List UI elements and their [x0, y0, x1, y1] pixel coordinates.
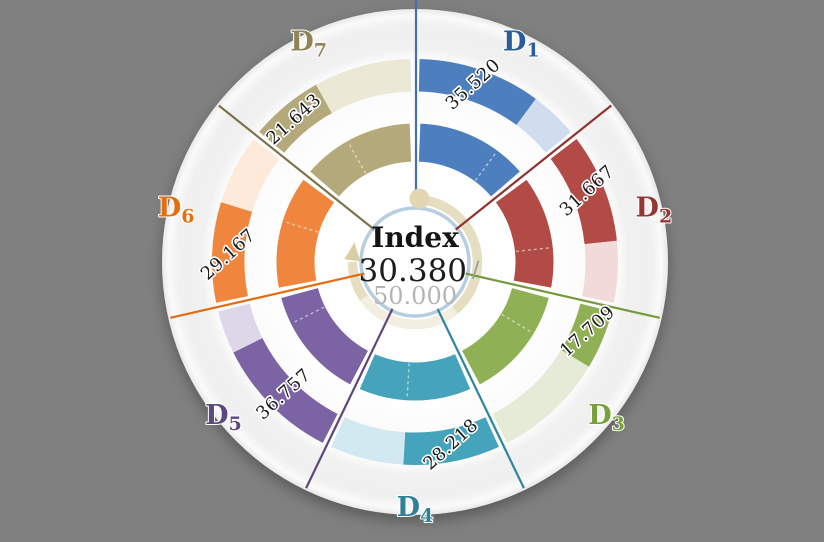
center-value-number: 30.380: [359, 253, 467, 289]
spoke-D2-line: [454, 104, 612, 231]
sector-D6-value-arc[interactable]: [212, 202, 253, 303]
dimension-label-D1: D1: [503, 26, 540, 61]
sector-D6-remainder-arc[interactable]: [221, 139, 280, 212]
dimension-label-D4: D4: [397, 492, 434, 527]
dimension-label-D2: D2: [636, 192, 673, 227]
sector-D5-value-arc[interactable]: [233, 338, 338, 443]
dimension-label-D6: D6: [158, 192, 195, 227]
gauge-arrow-head: [344, 242, 361, 262]
sector-D5-inner-arc[interactable]: [281, 288, 368, 385]
gauge-pointer-layer: [344, 188, 430, 262]
dimension-label-D3: D3: [588, 400, 625, 435]
sector-D3-inner-arc[interactable]: [462, 288, 549, 385]
spoke-D3-line: [465, 272, 660, 319]
sector-D4-value-arc[interactable]: [403, 417, 499, 465]
spoke-D5-line: [305, 308, 394, 489]
sector-D2-value-tick: [515, 246, 552, 253]
center-value: 30.380/: [359, 253, 480, 289]
spoke-D7-line: [218, 104, 376, 231]
sector-D6-value-tick: [283, 220, 319, 233]
sectors-layer: [212, 59, 618, 465]
gauge-start-dot: [409, 188, 430, 209]
sector-D5-remainder-arc[interactable]: [218, 303, 263, 353]
sector-D7-value-tick: [347, 141, 367, 174]
dimension-label-D7: D7: [290, 26, 327, 61]
sector-D2-inner-arc[interactable]: [495, 179, 554, 288]
sector-D7-remainder-arc[interactable]: [316, 59, 412, 114]
sector-D5-value-tick: [291, 306, 325, 324]
spoke-D6-line: [170, 272, 365, 319]
spoke-D4-line: [436, 308, 525, 489]
sector-D2-remainder-arc[interactable]: [582, 240, 618, 303]
sector-D1-remainder-arc[interactable]: [516, 98, 571, 153]
spokes-layer: [170, 0, 660, 489]
sector-D3-remainder-arc[interactable]: [492, 349, 589, 443]
sector-D3-value-arc[interactable]: [561, 303, 612, 367]
sector-D4-inner-arc[interactable]: [359, 354, 471, 401]
sector-D6-inner-arc[interactable]: [276, 179, 335, 288]
sector-D4-remainder-arc[interactable]: [331, 417, 406, 465]
sector-D3-value-tick: [501, 313, 534, 334]
sector-D2-value-arc[interactable]: [550, 139, 617, 245]
dimension-label-D5: D5: [205, 400, 242, 435]
gauge-arc-fade: [359, 295, 459, 330]
center-circle: [359, 206, 471, 318]
center-max-value: 50.000: [373, 282, 457, 310]
center-value-separator: /: [472, 258, 480, 283]
sector-D7-inner-arc[interactable]: [310, 123, 412, 197]
sector-D1-value-arc[interactable]: [418, 59, 536, 126]
sector-D7-value-arc[interactable]: [259, 84, 332, 153]
gauge-arc-layer: [347, 195, 483, 330]
sector-D1-inner-arc[interactable]: [418, 123, 520, 197]
sector-D4-value-tick: [406, 363, 410, 400]
center-title: Index: [371, 221, 459, 254]
sector-D1-value-tick: [474, 151, 498, 181]
